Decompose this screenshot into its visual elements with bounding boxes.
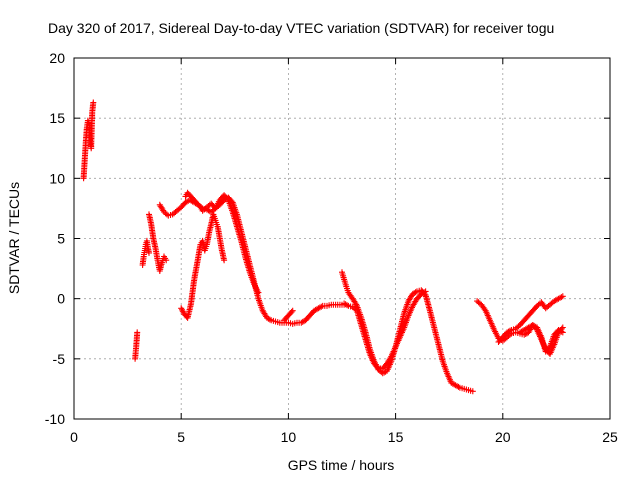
chart-title: Day 320 of 2017, Sidereal Day-to-day VTE…	[48, 20, 554, 36]
data-point	[134, 329, 141, 336]
data-point-dense	[558, 325, 565, 332]
axis-ticks	[73, 57, 611, 420]
data-point-dense	[318, 303, 325, 310]
data-point	[422, 288, 429, 295]
data-points	[80, 99, 566, 395]
y-tick-labels: 20 15 10 5 0 -5 -10	[45, 50, 65, 427]
x-tick-label: 10	[281, 429, 297, 445]
y-tick-label: -10	[45, 411, 65, 427]
data-point-dense	[288, 308, 295, 315]
data-point-dense	[455, 383, 462, 390]
x-tick-labels: 0 5 10 15 20 25	[70, 429, 618, 445]
data-point-dense	[374, 364, 381, 371]
x-tick-label: 15	[388, 429, 404, 445]
y-tick-label: 10	[49, 170, 65, 186]
data-point	[163, 257, 170, 264]
grid	[74, 58, 610, 419]
data-point	[559, 324, 566, 331]
y-tick-label: 0	[57, 291, 65, 307]
data-point	[255, 289, 262, 296]
data-point-dense	[558, 294, 565, 301]
y-tick-label: 5	[57, 231, 65, 247]
data-point-dense	[163, 211, 170, 218]
data-point	[90, 99, 97, 106]
data-point-dense	[412, 289, 419, 296]
y-tick-label: 20	[49, 50, 65, 66]
data-point-dense	[266, 316, 273, 323]
data-point-dense	[421, 289, 428, 296]
x-axis-label: GPS time / hours	[288, 457, 395, 473]
data-point	[289, 307, 296, 314]
y-tick-label: -5	[53, 351, 66, 367]
x-tick-label: 0	[70, 429, 78, 445]
data-point	[146, 249, 152, 256]
x-tick-label: 20	[495, 429, 511, 445]
x-tick-label: 5	[177, 429, 185, 445]
data-point	[221, 257, 228, 264]
data-point	[559, 293, 566, 300]
x-tick-label: 25	[602, 429, 618, 445]
y-axis-label: SDTVAR / TECUs	[6, 182, 22, 294]
data-point-dense	[344, 302, 350, 309]
y-tick-label: 15	[49, 110, 65, 126]
data-point	[469, 388, 476, 395]
